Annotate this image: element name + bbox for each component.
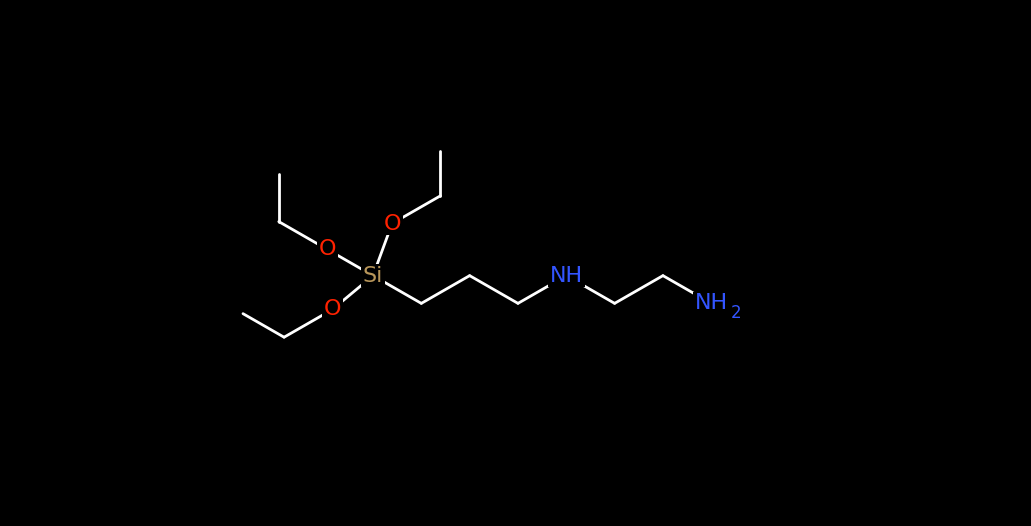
Text: NH: NH: [550, 266, 583, 286]
Text: O: O: [384, 214, 401, 234]
Text: Si: Si: [363, 266, 384, 286]
Text: 2: 2: [731, 305, 741, 322]
Text: O: O: [324, 299, 341, 319]
Text: O: O: [319, 239, 336, 259]
Text: NH: NH: [695, 294, 728, 313]
